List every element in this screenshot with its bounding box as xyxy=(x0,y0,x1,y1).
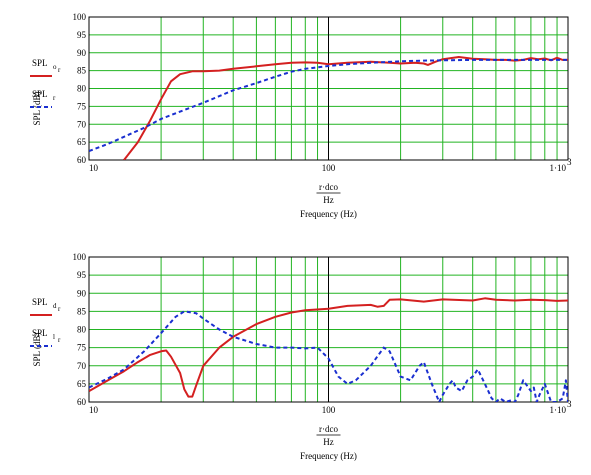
y-tick-label: 60 xyxy=(77,155,87,165)
y-tick-label: 65 xyxy=(77,137,87,147)
chart-1: 60 65 70 75 80 85 90 95 100 10 100 1·103 SPL (dB) r·d… xyxy=(30,12,572,219)
x-tick-label: 1·10 xyxy=(550,163,567,173)
legend-subscript: r xyxy=(53,94,56,102)
legend-subsubscript: r xyxy=(58,305,61,313)
series-line-2 xyxy=(89,58,568,153)
x-axis-expr: r·dco xyxy=(319,424,338,434)
y-tick-label: 85 xyxy=(77,306,87,316)
legend-subscript: o xyxy=(53,63,57,71)
chart-2: 60 65 70 75 80 85 90 95 100 10 100 1·103 SPL (dB) r·d… xyxy=(30,252,572,461)
grid xyxy=(88,256,569,403)
series-group xyxy=(89,297,568,402)
series-group xyxy=(89,56,568,160)
legend-label: SPL xyxy=(32,328,48,338)
legend-subsubscript: r xyxy=(58,336,61,344)
x-tick-label: 10 xyxy=(89,405,99,415)
plot-frame xyxy=(88,16,569,161)
y-tick-label: 70 xyxy=(77,119,87,129)
x-axis-unit: Hz xyxy=(323,195,334,205)
y-axis-label: SPL (dB) xyxy=(32,333,42,367)
y-tick-label: 65 xyxy=(77,379,87,389)
legend-subsubscript: r xyxy=(58,66,61,74)
y-axis-label: SPL (dB) xyxy=(32,92,42,126)
y-tick-label: 75 xyxy=(77,343,87,353)
x-axis-unit: Hz xyxy=(323,437,334,447)
y-tick-label: 60 xyxy=(77,397,87,407)
y-tick-label: 90 xyxy=(77,48,87,58)
x-tick-label: 10 xyxy=(89,163,99,173)
legend-label: SPL xyxy=(32,58,48,68)
y-tick-label: 70 xyxy=(77,361,87,371)
y-tick-label: 75 xyxy=(77,101,87,111)
plot-frame xyxy=(88,256,569,403)
legend-label: SPL xyxy=(32,297,48,307)
y-tick-label: 100 xyxy=(73,12,87,22)
x-tick-label: 100 xyxy=(322,163,336,173)
grid xyxy=(88,16,569,161)
series-line-1 xyxy=(123,56,568,160)
x-tick-exponent: 3 xyxy=(567,157,572,167)
x-tick-label: 1·10 xyxy=(550,405,567,415)
series-line-1 xyxy=(89,297,568,398)
series-line-2 xyxy=(89,310,568,402)
x-axis-expr: r·dco xyxy=(319,182,338,192)
x-tick-exponent: 3 xyxy=(567,399,572,409)
y-tick-label: 95 xyxy=(77,270,87,280)
legend-label: SPL xyxy=(32,89,48,99)
legend-subscript: l xyxy=(53,333,55,341)
legend-subscript: d xyxy=(53,302,57,310)
y-tick-label: 90 xyxy=(77,288,87,298)
x-axis-label: Frequency (Hz) xyxy=(300,209,357,219)
y-tick-label: 80 xyxy=(77,325,87,335)
x-axis-label: Frequency (Hz) xyxy=(300,451,357,461)
y-tick-label: 95 xyxy=(77,30,87,40)
y-tick-label: 85 xyxy=(77,66,87,76)
y-tick-label: 80 xyxy=(77,84,87,94)
x-tick-label: 100 xyxy=(322,405,336,415)
y-tick-label: 100 xyxy=(73,252,87,262)
